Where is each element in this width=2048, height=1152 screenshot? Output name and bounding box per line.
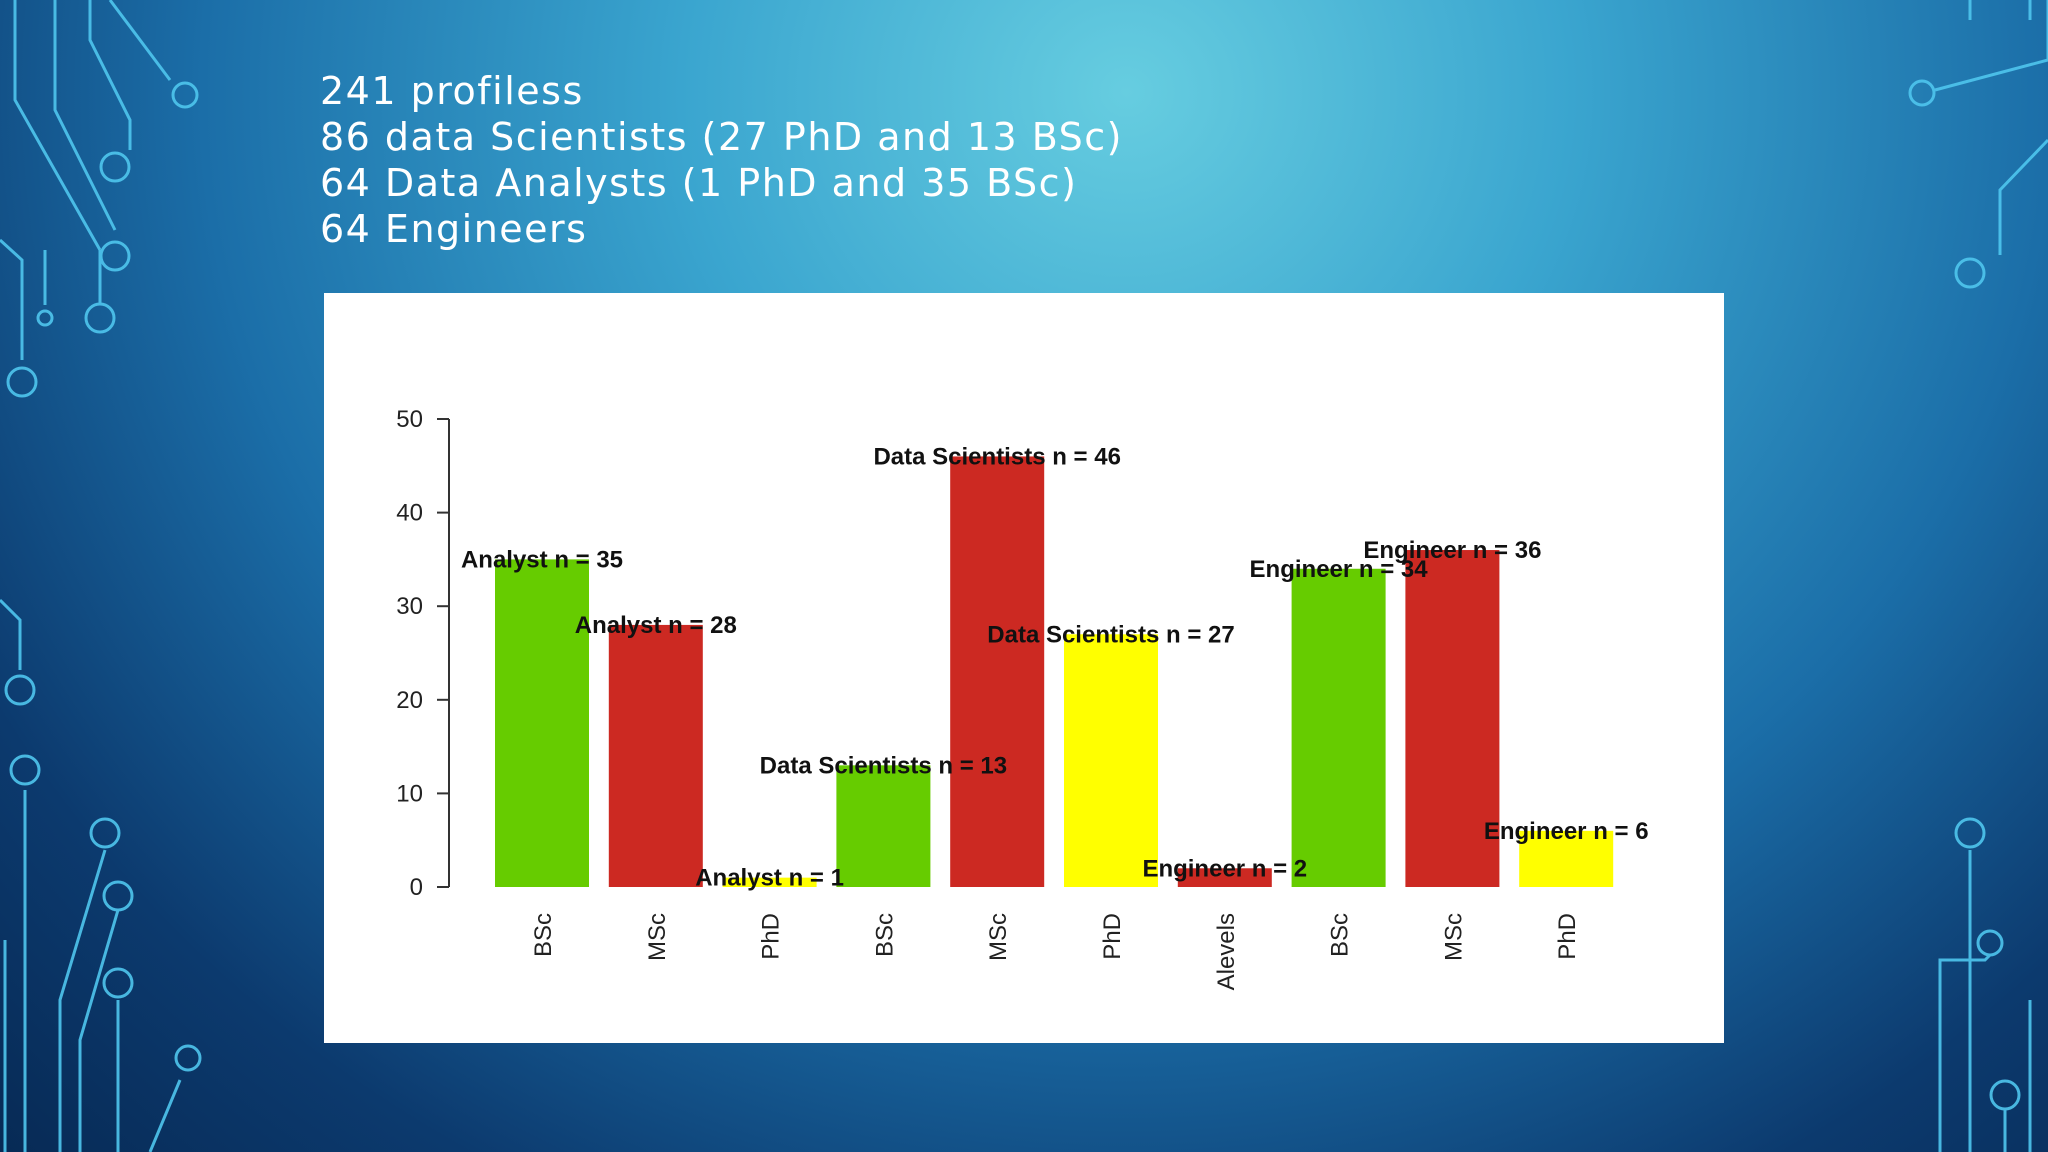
data-label: Engineer n = 6 bbox=[1484, 818, 1649, 845]
bar bbox=[722, 877, 817, 887]
x-category-label: BSc bbox=[871, 913, 898, 957]
bar bbox=[1405, 550, 1500, 887]
y-tick-label: 20 bbox=[396, 687, 423, 714]
x-category-label: BSc bbox=[530, 913, 557, 957]
chart-panel: 0 10 20 30 40 50 Analyst n = 35 Analyst n = 28… bbox=[324, 293, 1724, 1043]
x-axis-categories: BSc MSc PhD BSc MSc PhD Alevels BSc MSc PhD bbox=[530, 913, 1581, 990]
bar bbox=[836, 765, 931, 887]
bar bbox=[608, 624, 703, 887]
headline-line-data-analysts: 64 Data Analysts (1 PhD and 35 BSc) bbox=[320, 161, 1078, 205]
headline-line-profiles: 241 profiless bbox=[320, 69, 584, 113]
data-label: Analyst n = 28 bbox=[575, 612, 737, 639]
data-label: Data Scientists n = 13 bbox=[760, 752, 1007, 779]
headline-summary: 241 profiless 86 data Scientists (27 PhD… bbox=[320, 68, 1123, 252]
data-labels: Analyst n = 35 Analyst n = 28 Analyst n = … bbox=[461, 443, 1649, 891]
x-category-label: MSc bbox=[985, 913, 1012, 961]
y-axis: 0 10 20 30 40 50 bbox=[396, 406, 450, 901]
data-label: Analyst n = 1 bbox=[695, 865, 844, 892]
y-tick-label: 30 bbox=[396, 593, 423, 620]
x-category-label: PhD bbox=[758, 913, 785, 960]
data-label: Engineer n = 36 bbox=[1363, 537, 1541, 564]
data-label: Data Scientists n = 27 bbox=[987, 621, 1234, 648]
x-category-label: MSc bbox=[644, 913, 671, 961]
data-label: Engineer n = 2 bbox=[1142, 855, 1307, 882]
bar bbox=[1177, 868, 1272, 887]
bar bbox=[1519, 830, 1614, 887]
y-tick-label: 0 bbox=[410, 874, 423, 901]
x-category-label: Alevels bbox=[1213, 913, 1240, 990]
bar bbox=[1064, 634, 1158, 887]
data-label: Analyst n = 35 bbox=[461, 546, 623, 573]
bar bbox=[950, 456, 1045, 887]
y-tick-label: 40 bbox=[396, 500, 423, 527]
bars bbox=[495, 456, 1614, 887]
y-tick-label: 10 bbox=[396, 780, 423, 807]
headline-line-engineers: 64 Engineers bbox=[320, 207, 588, 251]
x-category-label: PhD bbox=[1099, 913, 1126, 960]
x-category-label: BSc bbox=[1327, 913, 1354, 957]
bar-chart: 0 10 20 30 40 50 Analyst n = 35 Analyst n = 28… bbox=[396, 406, 1649, 990]
x-category-label: PhD bbox=[1554, 913, 1581, 960]
data-label: Data Scientists n = 46 bbox=[873, 443, 1120, 470]
data-label: Engineer n = 34 bbox=[1250, 556, 1429, 583]
x-category-label: MSc bbox=[1440, 913, 1467, 961]
bar bbox=[1291, 568, 1386, 887]
headline-line-data-scientists: 86 data Scientists (27 PhD and 13 BSc) bbox=[320, 115, 1124, 159]
y-tick-label: 50 bbox=[396, 406, 423, 433]
bar bbox=[495, 559, 589, 887]
